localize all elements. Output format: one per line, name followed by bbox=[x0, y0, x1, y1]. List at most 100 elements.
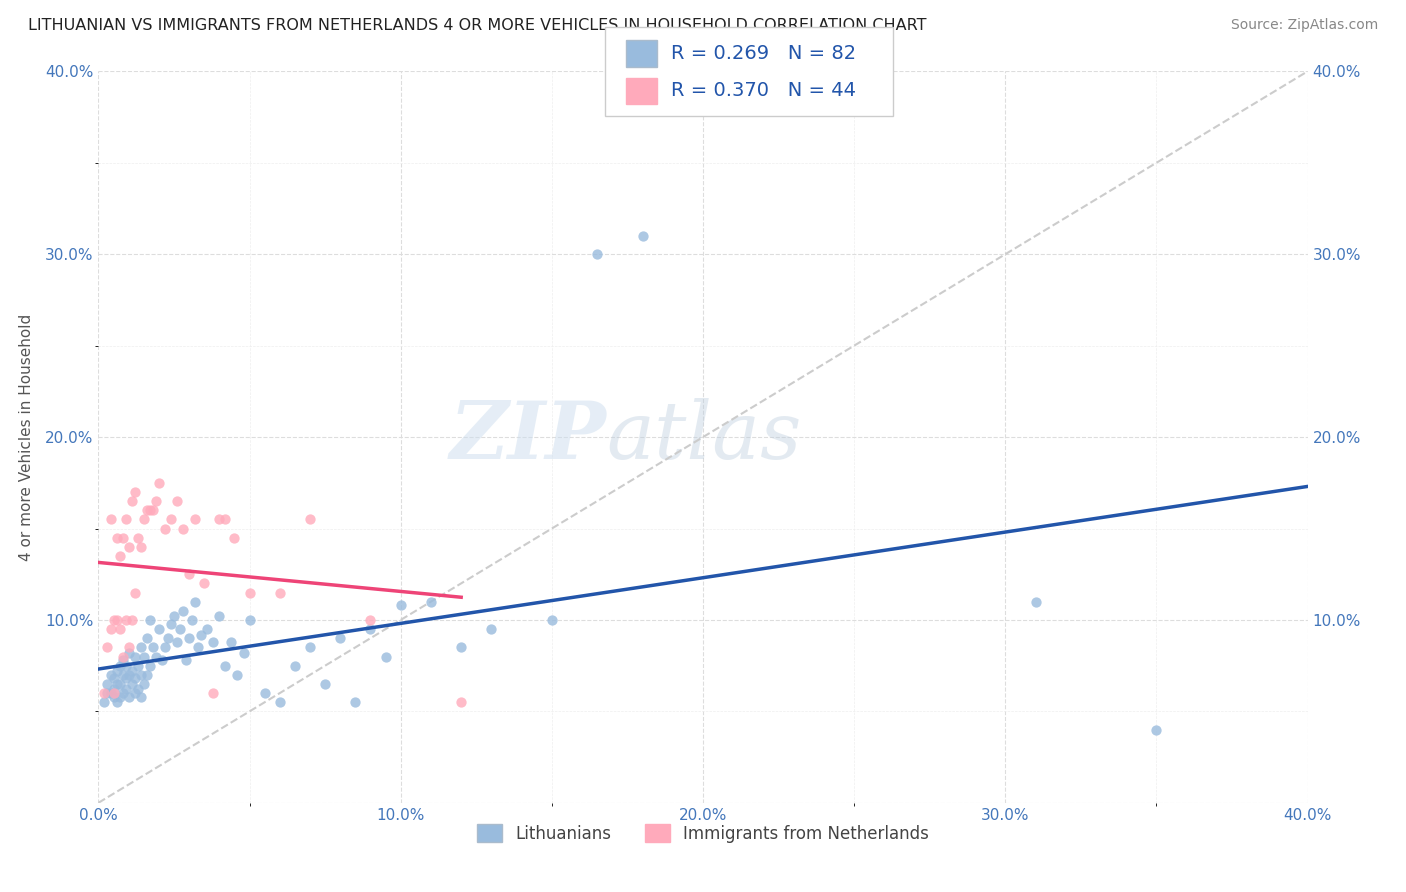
Point bbox=[221, 635, 243, 649]
Point bbox=[184, 512, 207, 526]
Point bbox=[105, 695, 128, 709]
Point bbox=[103, 672, 125, 686]
Point bbox=[179, 567, 201, 582]
Point bbox=[132, 677, 155, 691]
Y-axis label: 4 or more Vehicles in Household: 4 or more Vehicles in Household bbox=[18, 313, 34, 561]
Point bbox=[360, 622, 382, 636]
Point bbox=[153, 521, 176, 535]
Point bbox=[329, 632, 352, 646]
Point bbox=[586, 247, 609, 261]
Point bbox=[118, 640, 141, 655]
Legend: Lithuanians, Immigrants from Netherlands: Lithuanians, Immigrants from Netherlands bbox=[471, 818, 935, 849]
Point bbox=[139, 658, 162, 673]
Point bbox=[100, 686, 122, 700]
Point bbox=[540, 613, 562, 627]
Point bbox=[181, 613, 204, 627]
Point bbox=[190, 627, 212, 641]
Text: LITHUANIAN VS IMMIGRANTS FROM NETHERLANDS 4 OR MORE VEHICLES IN HOUSEHOLD CORREL: LITHUANIAN VS IMMIGRANTS FROM NETHERLAND… bbox=[28, 18, 927, 33]
Point bbox=[114, 672, 136, 686]
Point bbox=[124, 672, 146, 686]
Point bbox=[100, 667, 122, 681]
Point bbox=[269, 585, 291, 599]
Point bbox=[344, 695, 367, 709]
Point bbox=[150, 653, 173, 667]
Point bbox=[184, 594, 207, 608]
Point bbox=[105, 613, 128, 627]
Point bbox=[374, 649, 396, 664]
Point bbox=[239, 585, 262, 599]
Point bbox=[193, 576, 215, 591]
Point bbox=[103, 613, 125, 627]
Point bbox=[1024, 594, 1046, 608]
Point bbox=[124, 649, 146, 664]
Point bbox=[389, 599, 412, 613]
Point bbox=[96, 640, 118, 655]
Point bbox=[93, 686, 115, 700]
Point bbox=[132, 512, 155, 526]
Point bbox=[108, 690, 131, 704]
Point bbox=[108, 658, 131, 673]
Point bbox=[108, 549, 131, 563]
Point bbox=[93, 695, 115, 709]
Point bbox=[166, 494, 188, 508]
Point bbox=[127, 658, 149, 673]
Point bbox=[129, 540, 152, 554]
Point bbox=[103, 682, 125, 697]
Point bbox=[195, 622, 218, 636]
Point bbox=[160, 512, 183, 526]
Point bbox=[135, 667, 157, 681]
Point bbox=[96, 677, 118, 691]
Point bbox=[111, 649, 134, 664]
Point bbox=[148, 475, 170, 490]
Point bbox=[111, 653, 134, 667]
Point bbox=[129, 640, 152, 655]
Point bbox=[153, 640, 176, 655]
Point bbox=[114, 658, 136, 673]
Text: R = 0.269   N = 82: R = 0.269 N = 82 bbox=[671, 44, 856, 63]
Point bbox=[139, 503, 162, 517]
Point bbox=[172, 604, 194, 618]
Point bbox=[105, 677, 128, 691]
Point bbox=[114, 682, 136, 697]
Point bbox=[299, 640, 322, 655]
Point bbox=[121, 613, 143, 627]
Point bbox=[208, 609, 231, 624]
Point bbox=[108, 622, 131, 636]
Point bbox=[105, 664, 128, 678]
Point bbox=[121, 664, 143, 678]
Point bbox=[127, 531, 149, 545]
Point bbox=[214, 512, 236, 526]
Text: atlas: atlas bbox=[606, 399, 801, 475]
Point bbox=[174, 653, 197, 667]
Point bbox=[127, 682, 149, 697]
Point bbox=[179, 632, 201, 646]
Point bbox=[420, 594, 443, 608]
Point bbox=[121, 494, 143, 508]
Point bbox=[111, 686, 134, 700]
Point bbox=[108, 677, 131, 691]
Point bbox=[103, 686, 125, 700]
Point bbox=[135, 503, 157, 517]
Point bbox=[142, 640, 165, 655]
Point bbox=[450, 640, 472, 655]
Point bbox=[96, 686, 118, 700]
Text: Source: ZipAtlas.com: Source: ZipAtlas.com bbox=[1230, 18, 1378, 32]
Point bbox=[187, 640, 209, 655]
Point bbox=[166, 635, 188, 649]
Point bbox=[118, 667, 141, 681]
Point bbox=[169, 622, 191, 636]
Point bbox=[103, 690, 125, 704]
Point bbox=[142, 503, 165, 517]
Point bbox=[226, 667, 249, 681]
Point bbox=[214, 658, 236, 673]
Point bbox=[124, 686, 146, 700]
Point bbox=[100, 512, 122, 526]
Point bbox=[124, 485, 146, 500]
Point bbox=[124, 585, 146, 599]
Point bbox=[172, 521, 194, 535]
Point bbox=[118, 646, 141, 660]
Point bbox=[232, 646, 254, 660]
Text: ZIP: ZIP bbox=[450, 399, 606, 475]
Point bbox=[481, 622, 503, 636]
Point bbox=[450, 695, 472, 709]
